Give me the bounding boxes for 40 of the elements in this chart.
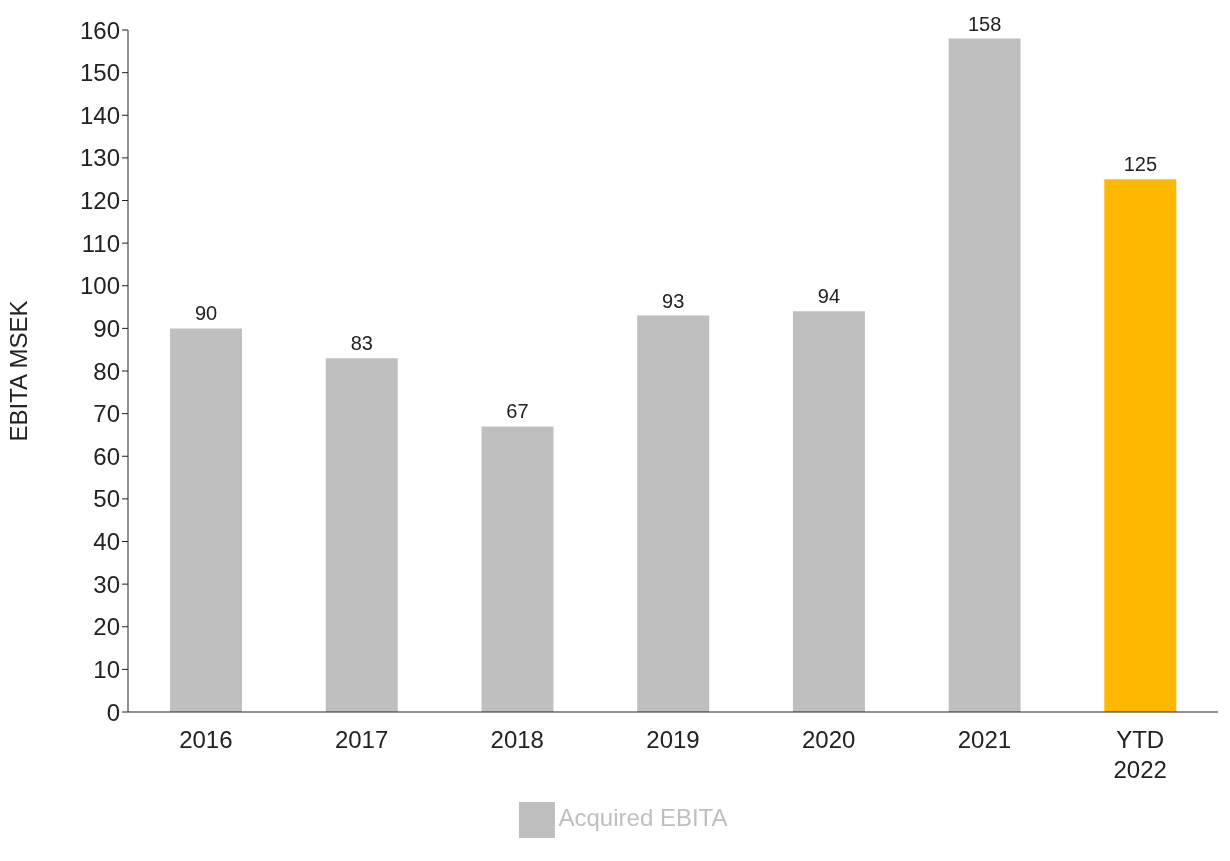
y-tick-label: 140	[79, 101, 120, 129]
bar	[637, 315, 710, 712]
x-tick-label: 2021	[957, 726, 1012, 753]
bar	[792, 311, 865, 712]
data-label: 94	[817, 285, 841, 308]
x-tick-label: 2016	[179, 726, 233, 753]
y-tick-label: 70	[93, 400, 120, 428]
y-tick-label: 30	[93, 570, 120, 598]
y-tick-label: 80	[93, 357, 120, 385]
y-tick-label: 130	[79, 144, 120, 172]
y-tick-label: 10	[93, 655, 120, 683]
x-tick-label: 2018	[490, 726, 544, 753]
y-tick-label: 100	[79, 272, 120, 300]
legend-label: Acquired EBITA	[558, 804, 728, 832]
bar	[1104, 179, 1177, 712]
y-tick-label: 150	[79, 59, 120, 87]
bar	[170, 328, 243, 712]
y-tick-label: 160	[79, 16, 120, 44]
y-tick-label: 90	[93, 314, 120, 342]
data-label: 67	[506, 400, 529, 423]
y-tick-label: 0	[106, 698, 120, 726]
bar	[481, 426, 554, 712]
data-label: 158	[967, 12, 1002, 35]
bar	[948, 38, 1021, 712]
data-label: 125	[1123, 153, 1158, 176]
data-label: 90	[194, 302, 218, 325]
y-tick-label: 120	[79, 187, 120, 215]
x-tick-label: 2020	[802, 726, 856, 753]
y-tick-label: 60	[93, 442, 120, 470]
y-tick-label: 20	[93, 613, 120, 641]
x-tick-label: YTD 2022	[1113, 726, 1167, 783]
x-tick-label: 2017	[334, 726, 389, 753]
data-label: 93	[662, 289, 685, 312]
bar	[325, 358, 398, 712]
y-axis-title: EBITA MSEK	[4, 300, 32, 442]
data-label: 83	[350, 332, 373, 355]
y-tick-label: 50	[93, 485, 120, 513]
y-tick-label: 110	[81, 229, 120, 257]
y-tick-label: 40	[93, 528, 120, 556]
x-tick-label: 2019	[646, 726, 700, 753]
